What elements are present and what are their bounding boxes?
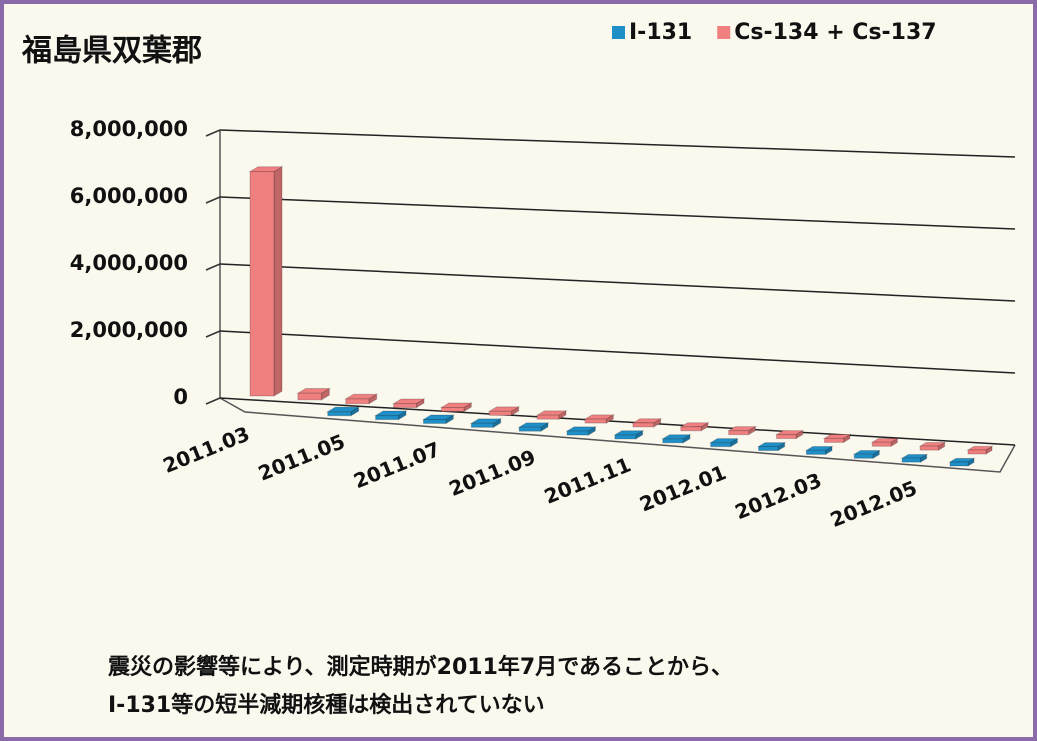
y-tick-label: 2,000,000 [70, 318, 188, 342]
tick-mark [205, 196, 221, 204]
grid-line [219, 330, 1016, 374]
bar [776, 434, 797, 440]
bar [901, 457, 922, 463]
bar [614, 434, 637, 440]
bar [805, 449, 827, 455]
annotation: I-131等の短半減期核種は検出されていない [108, 692, 545, 718]
tick-mark [205, 330, 221, 338]
bar [470, 422, 494, 428]
grid-line [219, 263, 1016, 302]
legend-swatch [612, 26, 625, 39]
bar [949, 461, 969, 467]
bar [297, 392, 322, 401]
bar [632, 422, 655, 428]
bar [375, 415, 399, 421]
y-tick-label: 4,000,000 [70, 251, 188, 275]
bar [393, 403, 417, 409]
bar-side [273, 165, 283, 397]
bar [584, 418, 607, 424]
chart-title: 福島県双葉郡 [21, 34, 202, 69]
annotation: 震災の影響等により、測定時期が2011年7月であることから、 [108, 654, 733, 680]
legend-swatch [717, 26, 731, 39]
bar [680, 426, 702, 432]
bar [919, 445, 940, 451]
legend-label: Cs-134 + Cs-137 [734, 20, 936, 45]
grid-line [219, 196, 1016, 230]
legend-label: I-131 [629, 20, 692, 45]
bar [488, 410, 512, 416]
bar [440, 406, 465, 412]
bar [728, 430, 750, 436]
bar [853, 453, 874, 459]
bar [823, 437, 845, 443]
bar [422, 418, 447, 424]
y-tick-label: 8,000,000 [70, 117, 188, 141]
bar [758, 446, 779, 452]
bar [967, 449, 987, 455]
bar [662, 438, 684, 444]
tick-mark [205, 263, 221, 271]
y-tick-label: 0 [173, 385, 188, 409]
y-tick-label: 6,000,000 [70, 184, 188, 208]
grid-line [219, 397, 1016, 446]
bar [249, 171, 275, 397]
bar [871, 441, 892, 447]
bar [536, 414, 560, 420]
tick-mark [205, 397, 221, 405]
grid-line [219, 129, 1016, 158]
bar [327, 411, 352, 417]
floor [219, 397, 1016, 473]
bar [710, 442, 732, 448]
bar [566, 430, 589, 436]
bar [345, 398, 370, 405]
bar [518, 426, 542, 432]
tick-mark [205, 129, 221, 137]
